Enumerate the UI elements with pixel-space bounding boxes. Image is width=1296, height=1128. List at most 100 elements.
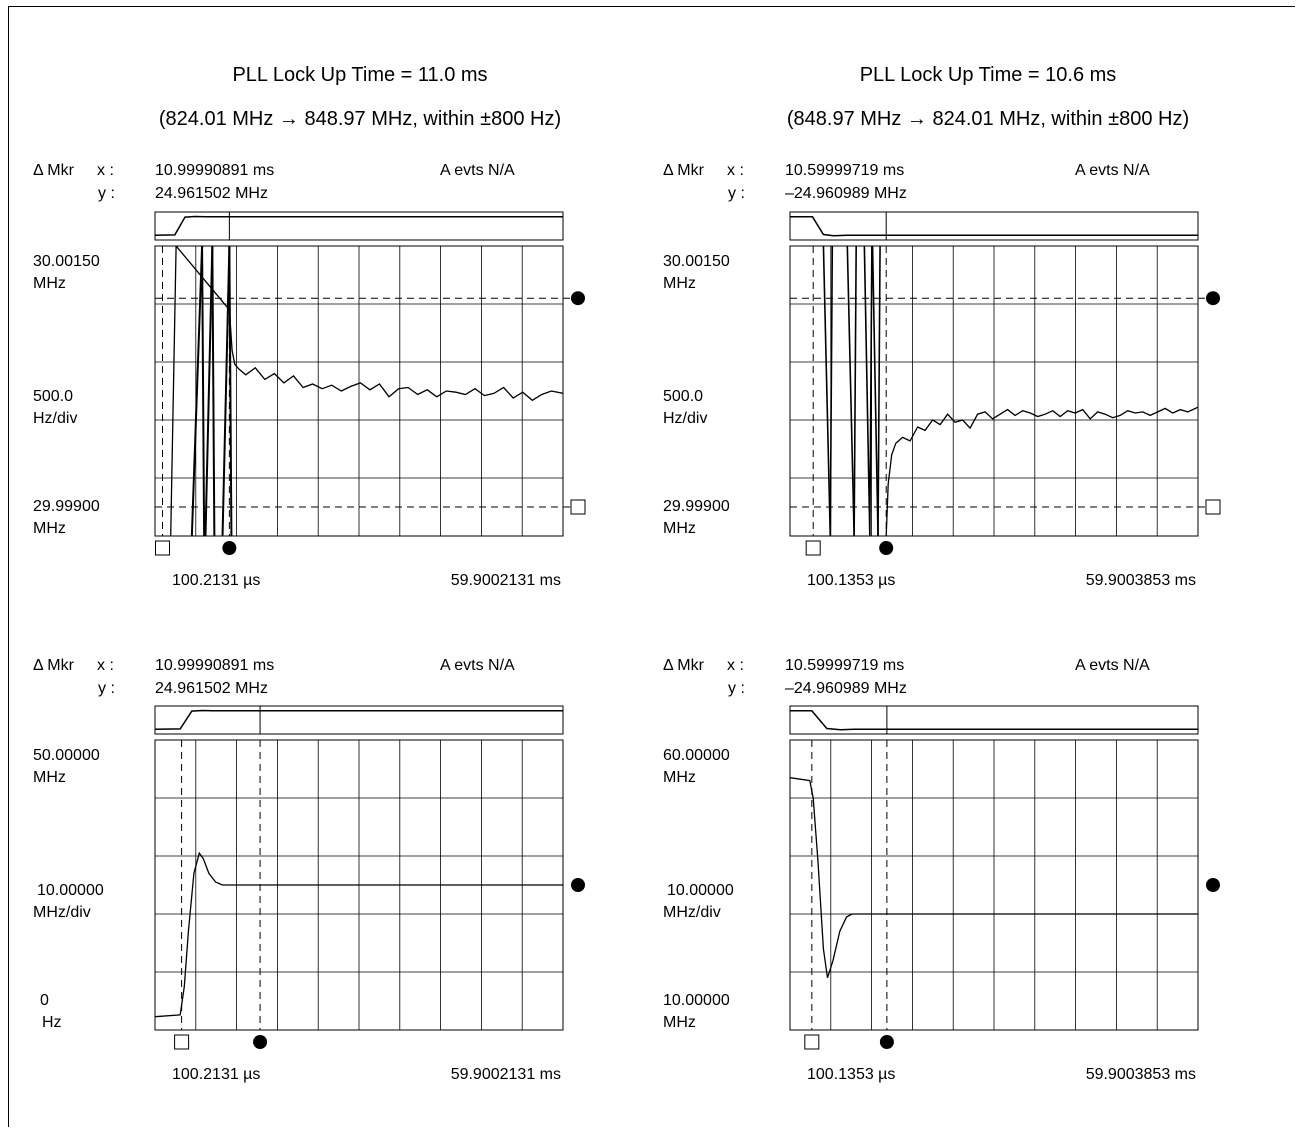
y-top-value-1: 30.00150 <box>663 253 730 270</box>
marker-x-label-2: x : <box>97 657 114 674</box>
x-end-label-0: 59.9002131 ms <box>450 572 561 589</box>
ref-marker-dot-3 <box>1206 878 1220 892</box>
y-bottom-value-1: 29.99900 <box>663 498 730 515</box>
burst-back-0-1 <box>211 246 216 536</box>
marker-label-3: Δ Mkr <box>663 657 704 674</box>
burst-0-1 <box>204 246 214 536</box>
trace-line-0 <box>170 246 563 536</box>
y-bottom-value-2: 0 <box>40 992 49 1009</box>
burst-back-0-2 <box>228 246 233 536</box>
marker-label-2: Δ Mkr <box>33 657 74 674</box>
marker-y-value-2: 24.961502 MHz <box>155 680 268 697</box>
x-marker-dot-1 <box>879 541 894 555</box>
y-bottom-value-0: 29.99900 <box>33 498 100 515</box>
inset-trace-3 <box>790 710 1198 731</box>
trace-group-0 <box>170 246 563 536</box>
marker-y-value-1: –24.960989 MHz <box>785 185 907 202</box>
marker-y-value-3: –24.960989 MHz <box>785 680 907 697</box>
y-scale-value-1: 500.0 <box>663 388 704 405</box>
events-label-2: A evts N/A <box>440 657 515 674</box>
inset-frame-3 <box>789 705 1199 735</box>
ref-marker-dot-2 <box>571 878 585 892</box>
inset-trace-2 <box>154 709 563 731</box>
burst-1-2 <box>863 246 871 536</box>
x-marker-square-2 <box>174 1034 190 1050</box>
marker-y-label-3: y : <box>728 680 745 697</box>
y-bottom-unit-2: Hz <box>42 1014 62 1031</box>
x-marker-dot-0 <box>222 541 237 555</box>
inset-frame-1 <box>789 211 1199 241</box>
y-top-unit-1: MHz <box>663 275 696 292</box>
trace-group-3 <box>790 777 1198 978</box>
x-marker-dot-3 <box>879 1035 894 1049</box>
title-left-line1: PLL Lock Up Time = 11.0 ms <box>232 64 488 86</box>
trace-group-1 <box>822 246 1198 536</box>
burst-1-1 <box>846 246 855 536</box>
trace-group-2 <box>155 851 563 1018</box>
title-right-line1: PLL Lock Up Time = 10.6 ms <box>859 64 1117 86</box>
y-top-unit-2: MHz <box>33 769 66 786</box>
y-scale-unit-0: Hz/div <box>33 410 78 427</box>
x-marker-square-1 <box>805 540 821 556</box>
y-bottom-unit-1: MHz <box>663 520 696 537</box>
y-scale-value-3: 10.00000 <box>667 882 734 899</box>
x-marker-dot-2 <box>253 1035 268 1049</box>
title-right-line2: (848.97 MHz → 824.01 MHz, within ±800 Hz… <box>786 108 1190 130</box>
marker-y-label-0: y : <box>98 185 115 202</box>
inset-frame-0 <box>154 211 564 241</box>
ref-marker-square-0 <box>570 499 586 515</box>
x-start-label-3: 100.1353 µs <box>807 1066 896 1083</box>
x-end-label-3: 59.9003853 ms <box>1085 1066 1196 1083</box>
burst-1-3 <box>871 246 879 536</box>
y-top-value-3: 60.00000 <box>663 747 730 764</box>
burst-back-1-2 <box>869 246 873 536</box>
y-top-unit-0: MHz <box>33 275 66 292</box>
burst-back-1-0 <box>829 246 834 536</box>
x-start-label-2: 100.2131 µs <box>172 1066 261 1083</box>
marker-x-value-3: 10.59999719 ms <box>785 657 905 674</box>
ref-marker-square-1 <box>1205 499 1221 515</box>
marker-y-value-0: 24.961502 MHz <box>155 185 268 202</box>
x-end-label-2: 59.9002131 ms <box>450 1066 561 1083</box>
inset-trace-1 <box>790 216 1198 237</box>
marker-label-0: Δ Mkr <box>33 162 74 179</box>
y-scale-unit-2: MHz/div <box>33 904 91 921</box>
burst-back-1-3 <box>877 246 881 536</box>
trace-line-3 <box>790 777 1198 978</box>
events-label-1: A evts N/A <box>1075 162 1150 179</box>
marker-x-label-1: x : <box>727 162 744 179</box>
x-end-label-1: 59.9003853 ms <box>1085 572 1196 589</box>
trace-line-2 <box>155 851 563 1018</box>
y-top-unit-3: MHz <box>663 769 696 786</box>
marker-x-label-3: x : <box>727 657 744 674</box>
marker-y-label-2: y : <box>98 680 115 697</box>
x-marker-square-0 <box>155 540 171 556</box>
marker-y-label-1: y : <box>728 185 745 202</box>
x-marker-square-3 <box>804 1034 820 1050</box>
burst-0-2 <box>221 246 231 536</box>
inset-trace-0 <box>154 215 563 237</box>
y-bottom-unit-0: MHz <box>33 520 66 537</box>
y-scale-value-0: 500.0 <box>33 388 74 405</box>
title-left-line2: (824.01 MHz → 848.97 MHz, within ±800 Hz… <box>158 108 562 130</box>
ref-marker-dot-0 <box>571 291 585 306</box>
y-scale-value-2: 10.00000 <box>37 882 104 899</box>
events-label-3: A evts N/A <box>1075 657 1150 674</box>
marker-x-value-0: 10.99990891 ms <box>155 162 275 179</box>
events-label-0: A evts N/A <box>440 162 515 179</box>
y-bottom-unit-3: MHz <box>663 1014 696 1031</box>
y-bottom-value-3: 10.00000 <box>663 992 730 1009</box>
burst-0-0 <box>190 246 204 536</box>
marker-x-label-0: x : <box>97 162 114 179</box>
burst-back-0-0 <box>201 246 206 536</box>
x-start-label-1: 100.1353 µs <box>807 572 896 589</box>
page-frame <box>8 6 1295 1127</box>
x-start-label-0: 100.2131 µs <box>172 572 261 589</box>
marker-x-value-2: 10.99990891 ms <box>155 657 275 674</box>
burst-back-1-1 <box>853 246 857 536</box>
marker-x-value-1: 10.59999719 ms <box>785 162 905 179</box>
y-scale-unit-3: MHz/div <box>663 904 721 921</box>
burst-1-0 <box>822 246 832 536</box>
y-top-value-2: 50.00000 <box>33 747 100 764</box>
